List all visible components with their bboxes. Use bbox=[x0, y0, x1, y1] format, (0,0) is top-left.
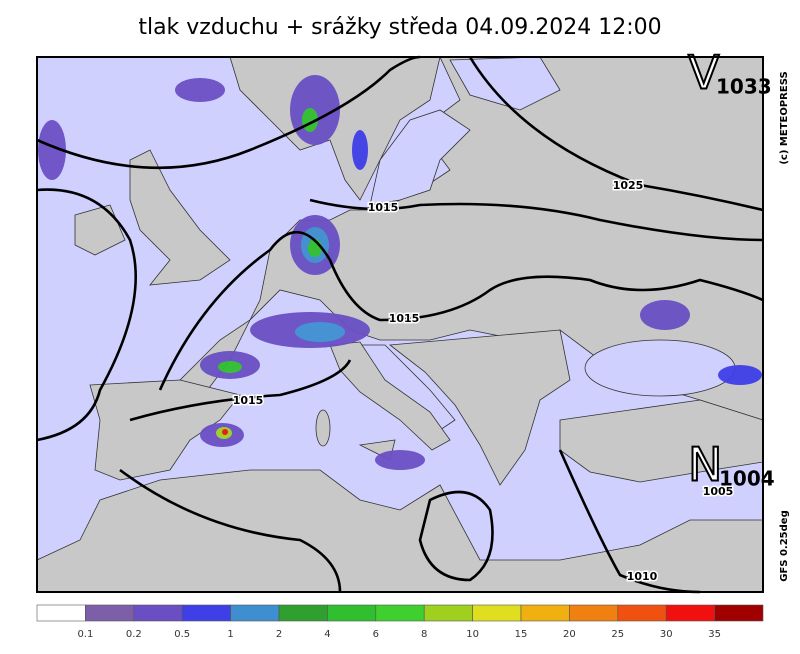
legend-swatch bbox=[230, 604, 280, 622]
legend-swatch bbox=[617, 604, 667, 622]
map-title: tlak vzduchu + srážky středa 04.09.2024 … bbox=[138, 15, 661, 40]
legend-label: 15 bbox=[515, 629, 528, 640]
isobar-label: 1010 bbox=[627, 570, 658, 583]
legend-label: 0.1 bbox=[77, 629, 93, 640]
isobar-label: 1015 bbox=[389, 312, 420, 325]
copyright: (c) METEOPRESS bbox=[779, 71, 790, 164]
legend-swatch bbox=[375, 604, 425, 622]
legend-label: 25 bbox=[611, 629, 624, 640]
black-sea bbox=[584, 339, 736, 397]
precipitation bbox=[38, 75, 762, 470]
legend-swatch bbox=[569, 604, 619, 622]
legend-label: 6 bbox=[373, 629, 379, 640]
precipitation-legend: 0.1 0.2 0.5 1 2 4 6 8 10 15 20 25 30 35 bbox=[36, 604, 764, 640]
model-name: GFS 0.25deg bbox=[779, 510, 790, 582]
legend-label: 1 bbox=[227, 629, 233, 640]
turkey bbox=[559, 399, 764, 483]
legend-swatch bbox=[327, 604, 377, 622]
legend-swatch bbox=[278, 604, 328, 622]
balkans bbox=[388, 329, 571, 486]
legend-swatch bbox=[665, 604, 715, 622]
pressure-center-letter: V bbox=[688, 46, 720, 100]
legend-label: 30 bbox=[660, 629, 673, 640]
legend-swatch bbox=[714, 604, 764, 622]
legend-label: 2 bbox=[276, 629, 282, 640]
isobar-label: 1025 bbox=[613, 179, 644, 192]
legend-label: 35 bbox=[708, 629, 721, 640]
baltic-sea bbox=[369, 109, 471, 206]
map: 1025 1015 1015 1015 1010 1005 V 1033 N 1… bbox=[36, 45, 775, 594]
legend-label: 4 bbox=[324, 629, 330, 640]
legend-swatch bbox=[85, 604, 135, 622]
britain bbox=[129, 149, 231, 286]
legend-label: 20 bbox=[563, 629, 576, 640]
isobar-label: 1005 bbox=[703, 485, 734, 498]
legend-label: 0.2 bbox=[126, 629, 142, 640]
pressure-center-value: 1004 bbox=[719, 467, 775, 491]
isobar-label: 1015 bbox=[368, 201, 399, 214]
italy bbox=[329, 341, 451, 451]
map-frame bbox=[36, 56, 764, 593]
legend-label: 10 bbox=[466, 629, 479, 640]
isobar-label: 1015 bbox=[233, 394, 264, 407]
legend-label: 0.5 bbox=[174, 629, 190, 640]
legend-swatch bbox=[472, 604, 522, 622]
legend-label: 8 bbox=[421, 629, 427, 640]
sardinia bbox=[315, 409, 331, 447]
legend-swatch bbox=[133, 604, 183, 622]
legend-swatch bbox=[181, 604, 231, 622]
pressure-center-letter: N bbox=[688, 438, 722, 492]
isobars bbox=[36, 55, 764, 594]
legend-swatch bbox=[520, 604, 570, 622]
legend-swatch bbox=[36, 604, 86, 622]
legend-swatch bbox=[423, 604, 473, 622]
